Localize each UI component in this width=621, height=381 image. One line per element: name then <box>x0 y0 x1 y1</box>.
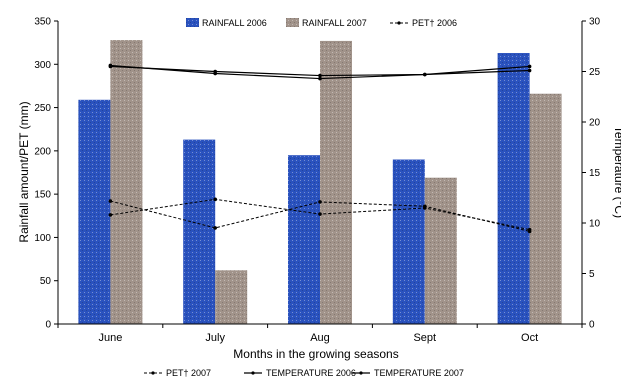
point-temperature-2007-july <box>213 71 217 76</box>
point-temperature-2007-june <box>108 63 113 68</box>
y2-tick-label: 5 <box>589 269 595 280</box>
legend-bottom: PET† 2007 TEMPERATURE 2006 TEMPERATURE 200… <box>144 368 464 378</box>
y2-tick-label: 20 <box>589 118 601 129</box>
bar-rainfall-2007-june <box>110 40 143 324</box>
y-tick-label: 200 <box>34 146 51 157</box>
point-temperature-2006-oct <box>527 64 532 69</box>
y-tick-label: 150 <box>34 190 51 201</box>
legend-swatch-rainfall-2006 <box>186 18 199 27</box>
point-pet-2006-aug <box>318 200 322 204</box>
legend-label-rainfall-2007: RAINFALL 2007 <box>302 18 367 28</box>
legend-label-pet-2006: PET† 2006 <box>412 18 457 28</box>
bar-rainfall-2007-july <box>215 270 248 324</box>
y-tick-label: 250 <box>34 103 51 114</box>
point-pet-2007-july <box>213 197 217 202</box>
point-temperature-2006-aug <box>318 73 322 78</box>
y-tick-label: 350 <box>34 17 51 28</box>
bar-rainfall-2007-sept <box>424 177 457 324</box>
y-tick-label: 100 <box>34 233 51 244</box>
x-tick-label-aug: Aug <box>310 332 330 344</box>
bar-rainfall-2006-july <box>183 139 216 324</box>
point-temperature-2007-aug <box>318 76 322 81</box>
legend-marker-temperature-2007 <box>359 371 363 375</box>
y-axis-label: Rainfall amount/PET (mm) <box>17 101 31 242</box>
bar-rainfall-2006-june <box>78 99 111 324</box>
bar-rainfall-2007-aug <box>320 40 352 324</box>
x-tick-label-july: July <box>205 332 225 344</box>
legend-marker-temperature-2006 <box>251 371 255 375</box>
x-tick-label-oct: Oct <box>521 332 538 344</box>
axes-layer: 0 50 100 150 200 250 300 350 0 5 10 15 20 25 30 June Jul… <box>34 17 600 345</box>
point-pet-2006-july <box>213 226 217 230</box>
legend-top: RAINFALL 2006 RAINFALL 2007 PET† 2006 <box>186 18 457 28</box>
y2-tick-label: 25 <box>589 67 601 78</box>
x-axis-label: Months in the growing seasons <box>233 347 398 361</box>
y2-axis-label: Temperature (°C) <box>612 126 621 218</box>
legend-label-temperature-2007: TEMPERATURE 2007 <box>374 368 464 378</box>
legend-marker-pet-2007 <box>151 371 155 375</box>
y2-tick-label: 30 <box>589 17 601 28</box>
point-pet-2006-june <box>108 199 113 203</box>
y2-tick-label: 0 <box>589 320 595 331</box>
bar-rainfall-2006-aug <box>288 155 320 324</box>
point-temperature-2007-oct <box>527 68 532 73</box>
x-tick-label-june: June <box>98 332 122 344</box>
bar-rainfall-2006-oct <box>497 53 530 324</box>
bars-layer <box>78 40 562 324</box>
lines-layer <box>108 63 532 234</box>
point-temperature-2007-sept <box>423 72 427 77</box>
point-pet-2007-june <box>108 213 113 217</box>
legend-marker-pet-2006 <box>397 21 401 25</box>
legend-swatch-rainfall-2007 <box>286 18 299 27</box>
bar-rainfall-2007-oct <box>529 93 562 324</box>
point-pet-2007-sept <box>423 206 427 210</box>
y-tick-label: 50 <box>40 276 52 287</box>
point-pet-2007-oct <box>527 227 532 232</box>
x-tick-label-sept: Sept <box>413 332 436 344</box>
y-tick-label: 0 <box>45 320 51 331</box>
legend-label-temperature-2006: TEMPERATURE 2006 <box>266 368 356 378</box>
legend-label-pet-2007: PET† 2007 <box>166 368 211 378</box>
legend-label-rainfall-2006: RAINFALL 2006 <box>202 18 267 28</box>
y2-tick-label: 15 <box>589 168 601 179</box>
y2-tick-label: 10 <box>589 219 601 230</box>
y-tick-label: 300 <box>34 60 51 71</box>
bar-rainfall-2006-sept <box>392 159 425 324</box>
point-pet-2007-aug <box>318 212 322 216</box>
